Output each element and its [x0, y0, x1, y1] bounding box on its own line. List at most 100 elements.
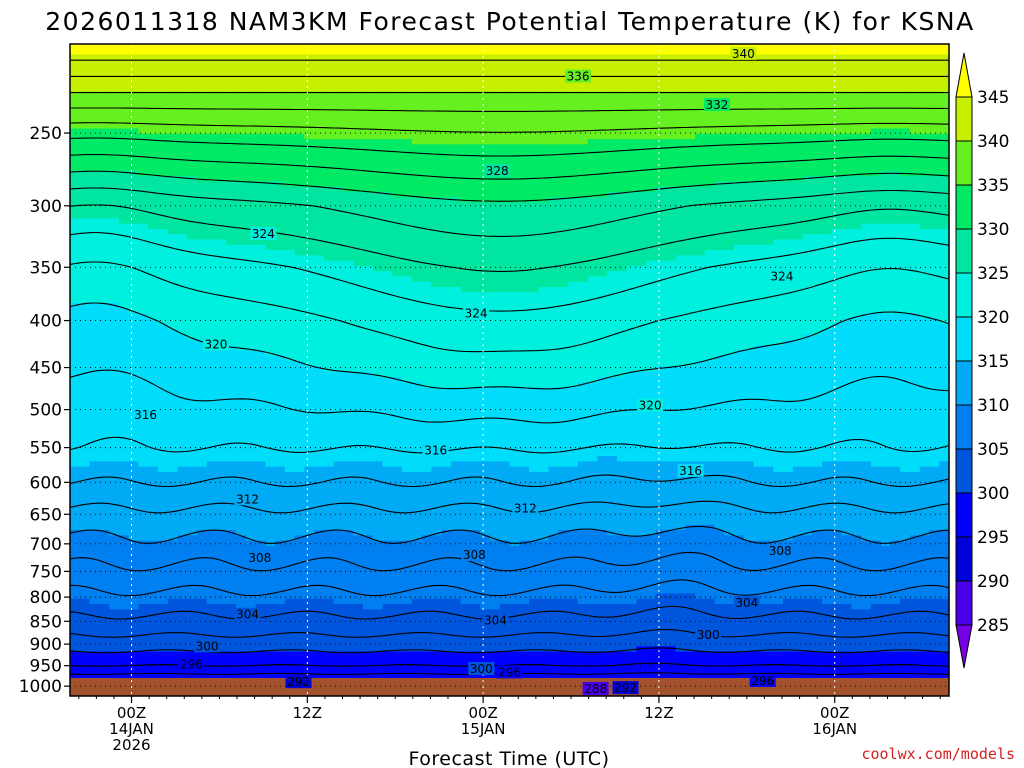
field-cell — [196, 128, 208, 135]
field-cell — [226, 170, 237, 177]
field-cell — [304, 498, 315, 505]
field-cell — [236, 281, 247, 288]
field-cell — [187, 123, 198, 130]
field-cell — [118, 44, 130, 50]
field-cell — [323, 133, 335, 140]
field-cell — [148, 250, 159, 256]
field-cell — [138, 461, 149, 468]
field-cell — [323, 667, 335, 674]
field-cell — [431, 524, 442, 531]
field-cell — [392, 102, 403, 108]
field-cell — [128, 508, 139, 515]
field-cell — [109, 440, 120, 447]
field-cell — [70, 297, 81, 304]
field-cell — [187, 487, 198, 494]
field-cell — [265, 207, 276, 214]
field-cell — [284, 239, 296, 246]
field-cell — [353, 207, 364, 214]
field-cell — [216, 519, 227, 526]
field-cell — [216, 65, 227, 72]
field-cell — [109, 292, 120, 299]
field-cell — [382, 508, 393, 515]
field-cell — [343, 70, 354, 77]
field-cell — [363, 271, 374, 278]
field-cell — [206, 139, 218, 145]
field-cell — [284, 186, 296, 193]
field-cell — [216, 44, 227, 50]
field-cell — [382, 487, 393, 494]
field-cell — [187, 619, 198, 626]
field-cell — [138, 139, 149, 145]
field-cell — [109, 70, 120, 77]
field-cell — [460, 397, 472, 404]
field-cell — [421, 54, 432, 61]
field-cell — [255, 350, 266, 357]
field-cell — [304, 170, 315, 177]
field-cell — [245, 429, 257, 436]
field-cell — [275, 556, 286, 563]
field-cell — [411, 466, 423, 473]
field-cell — [470, 297, 481, 304]
field-cell — [99, 556, 110, 563]
field-cell — [236, 524, 247, 531]
field-cell — [196, 144, 208, 151]
field-cell — [460, 80, 472, 87]
field-cell — [275, 96, 286, 103]
field-cell — [148, 165, 159, 172]
field-cell — [255, 144, 266, 151]
field-cell — [226, 334, 237, 341]
field-cell — [353, 265, 364, 272]
field-cell — [79, 139, 91, 145]
field-cell — [109, 530, 120, 536]
field-cell — [421, 302, 432, 309]
field-cell — [99, 498, 110, 505]
field-cell — [392, 318, 403, 325]
field-cell — [304, 313, 315, 320]
field-cell — [167, 572, 179, 579]
field-cell — [79, 361, 91, 367]
field-cell — [167, 186, 179, 193]
field-cell — [167, 355, 179, 362]
field-cell — [363, 324, 374, 330]
field-cell — [343, 149, 354, 156]
field-cell — [187, 593, 198, 600]
field-cell — [284, 551, 296, 558]
field-cell — [450, 149, 462, 156]
field-cell — [431, 281, 442, 288]
field-cell — [314, 149, 325, 156]
field-cell — [167, 429, 179, 436]
field-cell — [265, 376, 276, 383]
field-cell — [128, 487, 139, 494]
field-cell — [323, 456, 335, 462]
field-cell — [79, 91, 91, 98]
field-cell — [206, 445, 218, 452]
field-cell — [470, 445, 481, 452]
field-cell — [187, 96, 198, 103]
field-cell — [148, 181, 159, 188]
field-cell — [411, 540, 423, 547]
field-cell — [265, 514, 276, 521]
field-cell — [216, 218, 227, 225]
field-cell — [382, 123, 393, 130]
field-cell — [265, 276, 276, 283]
field-cell — [294, 244, 305, 251]
field-cell — [421, 456, 432, 462]
field-cell — [314, 450, 325, 457]
field-cell — [109, 493, 120, 499]
field-cell — [196, 551, 208, 558]
field-cell — [304, 551, 315, 558]
field-cell — [138, 65, 149, 72]
field-cell — [421, 593, 432, 600]
field-cell — [128, 625, 139, 632]
field-cell — [109, 434, 120, 441]
field-cell — [157, 271, 169, 278]
field-cell — [148, 96, 159, 103]
field-cell — [421, 588, 432, 595]
field-cell — [323, 403, 335, 410]
field-cell — [431, 651, 442, 658]
field-cell — [226, 329, 237, 336]
field-cell — [450, 609, 462, 616]
field-cell — [138, 350, 149, 357]
field-cell — [236, 392, 247, 399]
field-cell — [304, 382, 315, 389]
